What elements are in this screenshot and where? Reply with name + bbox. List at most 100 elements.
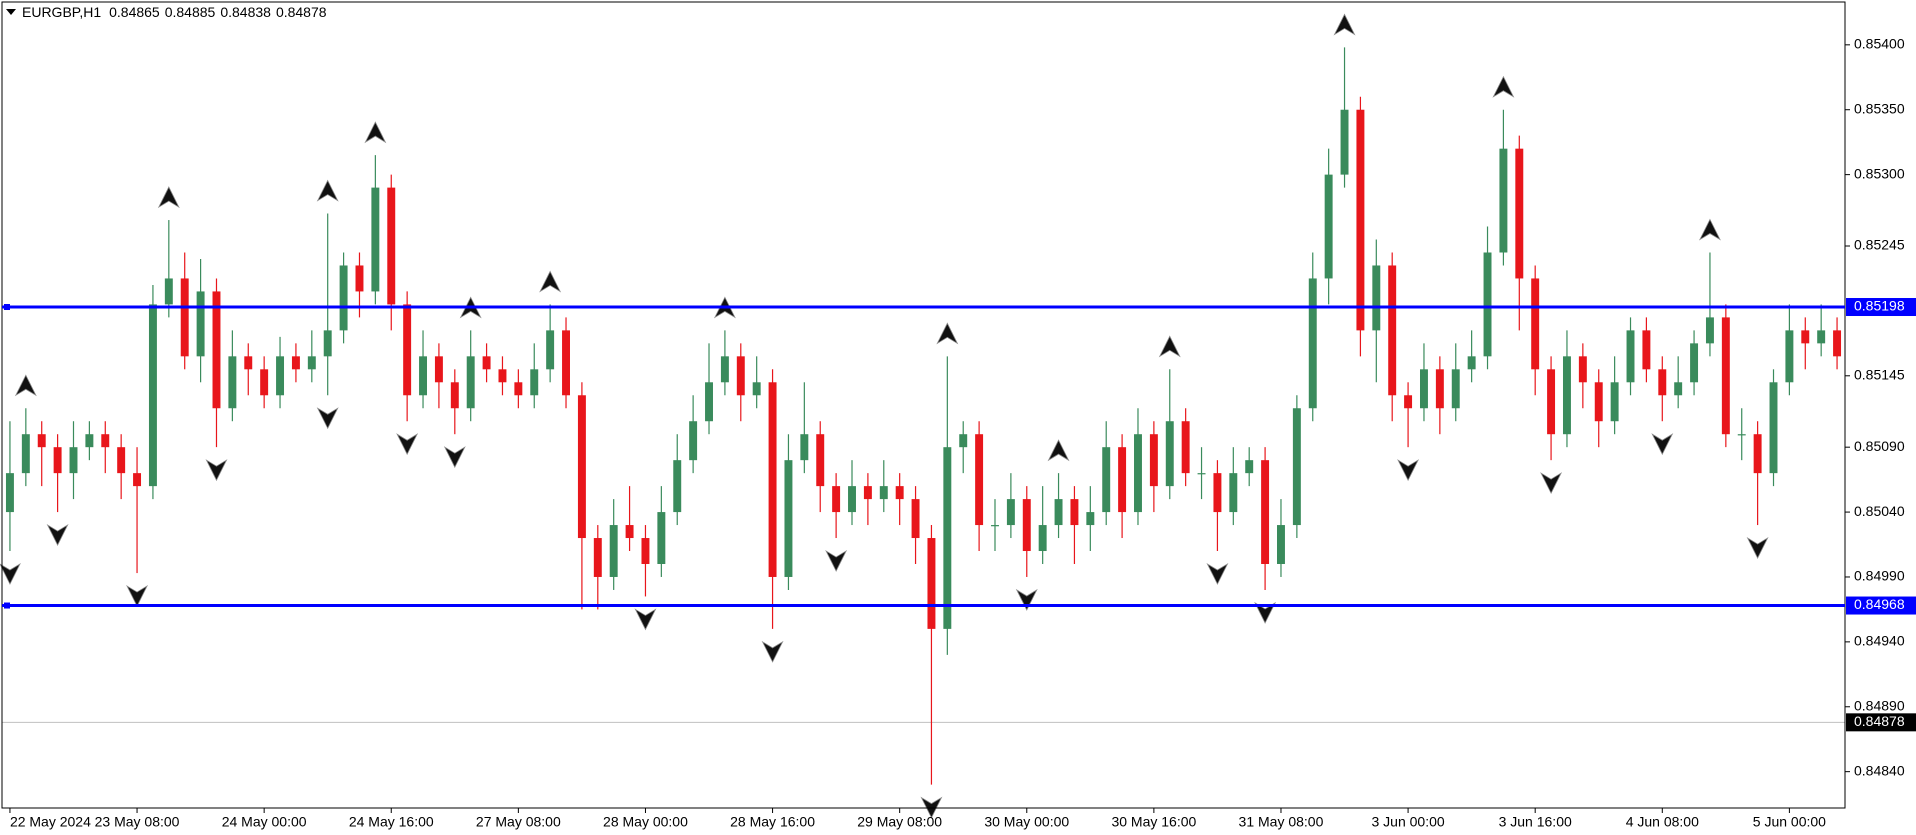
fractal-down xyxy=(1651,433,1674,456)
y-tick-label: 0.85040 xyxy=(1854,503,1905,519)
level-handle xyxy=(4,602,10,609)
menu-triangle xyxy=(6,9,16,15)
candle-body xyxy=(498,369,507,383)
x-tick-label: 28 May 16:00 xyxy=(730,814,815,830)
candle-body xyxy=(641,538,650,564)
x-tick-label: 30 May 16:00 xyxy=(1111,814,1196,830)
candle-body xyxy=(1737,434,1746,436)
fractal-down xyxy=(1015,588,1038,611)
y-tick-label: 0.85145 xyxy=(1854,367,1905,383)
candle-body xyxy=(212,291,221,409)
candle-body xyxy=(784,460,793,577)
fractal-down xyxy=(634,608,657,631)
candle-body xyxy=(1388,265,1397,396)
price-label: 0.84878 xyxy=(1854,713,1905,729)
candle-body xyxy=(1404,395,1413,409)
candle-body xyxy=(1531,278,1540,370)
candle-body xyxy=(705,382,713,422)
candle-body xyxy=(419,356,428,396)
candle-body xyxy=(1435,369,1444,409)
candle-body xyxy=(593,538,602,577)
y-tick-label: 0.85090 xyxy=(1854,438,1905,454)
candle-body xyxy=(355,265,364,292)
candle-body xyxy=(816,434,825,487)
candle-body xyxy=(1769,382,1778,474)
candle-body xyxy=(307,356,316,370)
fractal-up xyxy=(1333,13,1356,36)
y-tick-label: 0.84990 xyxy=(1854,568,1905,584)
candle-body xyxy=(1578,356,1587,383)
candle-body xyxy=(530,369,539,396)
candle-body xyxy=(482,356,491,370)
fractal-up xyxy=(539,270,562,293)
candle-body xyxy=(117,447,126,474)
x-tick-label: 24 May 16:00 xyxy=(349,814,434,830)
candle-body xyxy=(577,395,586,539)
candle-body xyxy=(1658,369,1667,396)
candle-body xyxy=(1006,499,1015,526)
candle-body xyxy=(752,382,761,396)
candle-body xyxy=(1833,330,1842,357)
x-tick-label: 27 May 08:00 xyxy=(476,814,561,830)
fractal-down xyxy=(205,459,228,482)
candle-body xyxy=(450,382,459,409)
candle-body xyxy=(848,486,856,513)
fractal-up xyxy=(14,374,37,397)
candle-body xyxy=(1467,356,1476,370)
candle-body xyxy=(1594,382,1603,422)
candle-body xyxy=(1705,317,1714,344)
fractal-up xyxy=(1158,335,1181,358)
candle-body xyxy=(1261,460,1270,564)
fractal-down xyxy=(1206,562,1229,585)
candle-body xyxy=(625,525,634,539)
fractal-up xyxy=(936,322,959,345)
candle-body xyxy=(1102,447,1111,513)
candle-body xyxy=(975,434,984,526)
header-value: 0.84878 xyxy=(276,4,327,20)
candle-body xyxy=(1674,382,1683,396)
candle-body xyxy=(991,525,999,527)
plot-frame xyxy=(1,1,1846,809)
fractal-up xyxy=(1698,218,1721,241)
fractal-down xyxy=(316,407,339,430)
fractal-down xyxy=(825,549,848,572)
fractal-down xyxy=(443,446,466,469)
fractal-down xyxy=(1746,537,1769,559)
x-tick-label: 3 Jun 16:00 xyxy=(1499,814,1572,830)
candle-body xyxy=(1086,512,1095,526)
candle-body xyxy=(339,265,348,331)
x-tick-label: 4 Jun 08:00 xyxy=(1626,814,1699,830)
fractal-down xyxy=(1397,459,1420,482)
candle-body xyxy=(85,434,94,448)
y-tick-label: 0.85245 xyxy=(1854,237,1905,253)
fractal-down xyxy=(0,562,21,585)
candle-body xyxy=(1626,330,1635,383)
candle-body xyxy=(148,304,157,487)
candle-body xyxy=(323,330,332,357)
x-tick-label: 29 May 08:00 xyxy=(857,814,942,830)
candle-body xyxy=(1372,265,1381,331)
candle-body xyxy=(1292,408,1301,526)
candle-body xyxy=(37,434,46,448)
candle-body xyxy=(1054,499,1063,526)
candle-body xyxy=(736,356,745,396)
candle-body xyxy=(1181,421,1190,474)
candle-body xyxy=(5,473,14,513)
y-tick-label: 0.85350 xyxy=(1854,100,1905,116)
candle-body xyxy=(1245,460,1254,474)
candle-body xyxy=(689,421,698,461)
candle-body xyxy=(609,525,618,577)
candle-body xyxy=(1340,109,1349,175)
candle-body xyxy=(514,382,523,396)
x-tick-label: 24 May 00:00 xyxy=(222,814,307,830)
candle-body xyxy=(1610,382,1619,422)
candle-body xyxy=(1229,473,1238,513)
x-tick-label: 23 May 08:00 xyxy=(95,814,180,830)
candle-body xyxy=(276,356,285,396)
candle-body xyxy=(1118,447,1127,513)
candle-body xyxy=(1785,330,1794,383)
header-value: 0.84885 xyxy=(165,4,216,20)
candle-body xyxy=(943,447,952,629)
